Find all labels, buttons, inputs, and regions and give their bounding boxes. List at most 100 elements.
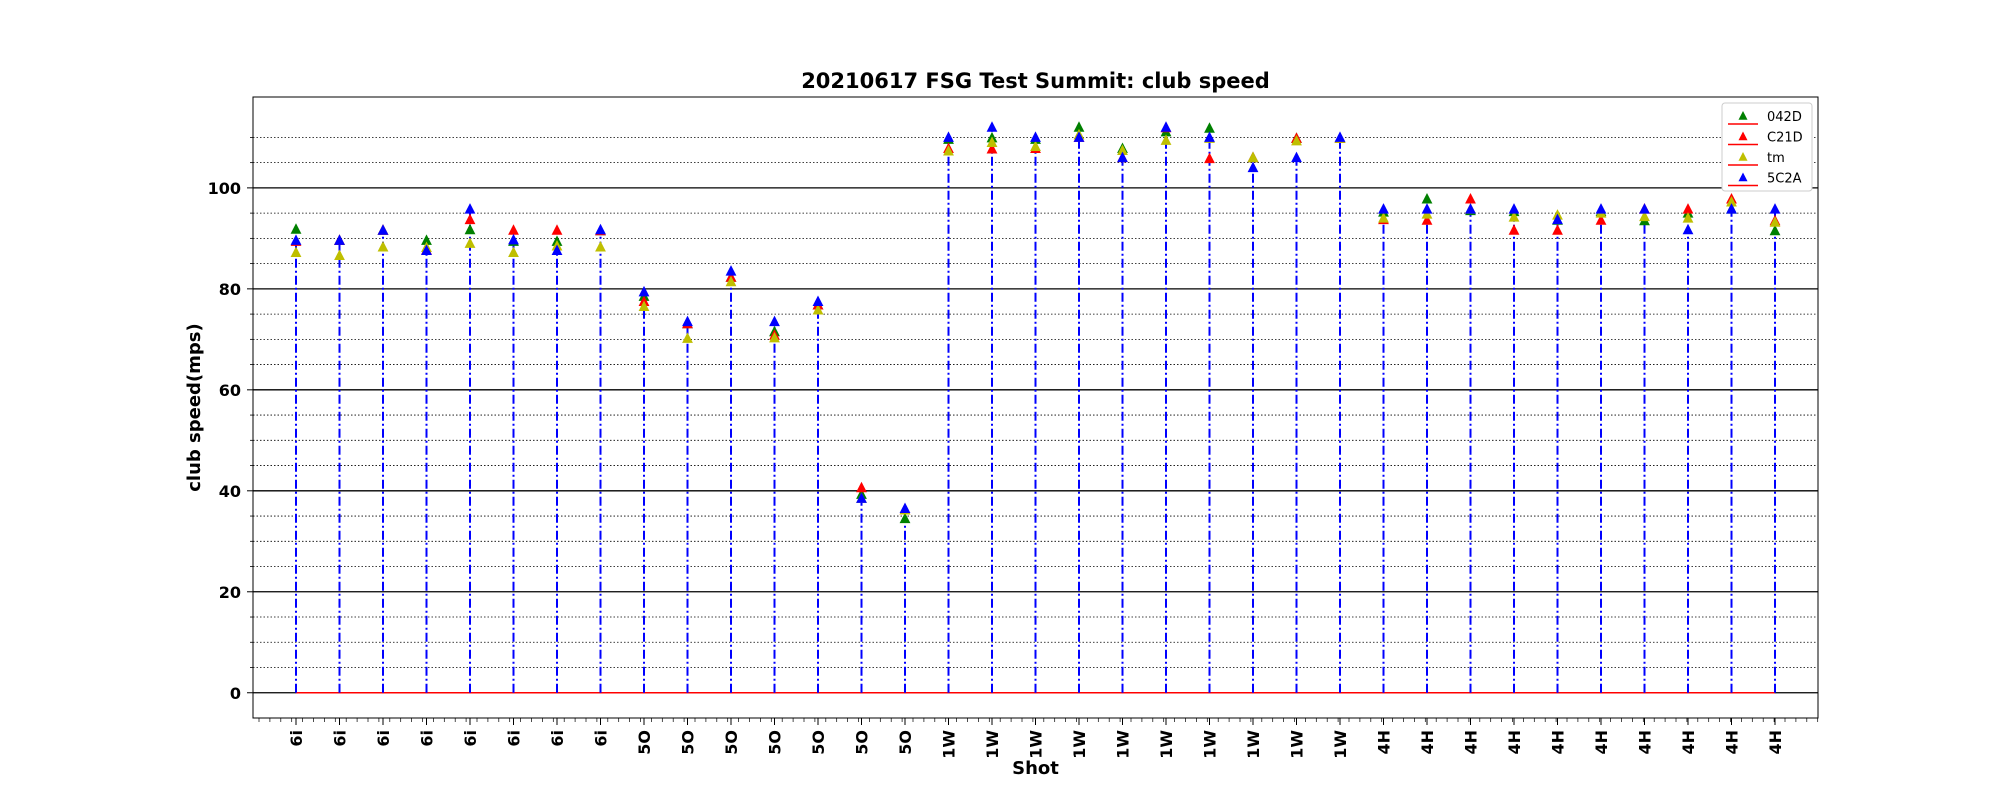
legend-label: 5C2A: [1767, 172, 1802, 187]
marker-tm: [1247, 151, 1259, 163]
marker-5c2a: [334, 234, 345, 245]
marker-5c2a: [1073, 131, 1085, 142]
y-tick-label: 60: [219, 381, 241, 400]
marker-5c2a: [551, 244, 563, 255]
marker-tm: [508, 246, 519, 258]
x-tick-label: 4H: [1418, 730, 1437, 755]
x-tick-label: 1W: [1331, 730, 1350, 759]
marker-042d: [1204, 122, 1215, 133]
marker-5c2a: [1204, 131, 1215, 142]
marker-tm: [334, 249, 345, 261]
marker-5c2a: [1334, 131, 1346, 142]
marker-5c2a: [464, 203, 476, 214]
x-tick-label: 1W: [1288, 730, 1307, 759]
x-tick-label: 4H: [1462, 730, 1481, 755]
x-tick-label: 4H: [1592, 730, 1611, 755]
marker-tm: [290, 246, 302, 258]
y-ticks: 0 20 40 60 80 100: [208, 136, 253, 703]
marker-tm: [377, 240, 389, 252]
marker-042d: [1073, 121, 1085, 132]
marker-c21d: [1508, 224, 1520, 235]
legend: 042D C21D tm 5C2A: [1721, 102, 1813, 192]
y-tick-label: 20: [219, 583, 241, 602]
marker-5c2a: [290, 234, 302, 245]
legend-marker: [1738, 111, 1748, 120]
marker-5c2a: [1117, 151, 1128, 163]
x-tick-label: 6i: [418, 730, 437, 747]
legend-marker: [1738, 172, 1748, 182]
x-tick-label: 1W: [1070, 730, 1089, 759]
marker-tm: [595, 240, 606, 252]
marker-tm: [1508, 211, 1520, 222]
marker-5c2a: [725, 265, 737, 276]
x-tick-label: 5O: [635, 730, 654, 755]
marker-tm: [769, 331, 780, 343]
marker-5c2a: [856, 492, 867, 503]
marker-5c2a: [812, 295, 824, 306]
marker-5c2a: [1552, 213, 1563, 225]
marker-tm: [1378, 212, 1389, 223]
markers: [290, 121, 1781, 524]
x-tick-label: 4H: [1505, 730, 1524, 755]
x-tick-label: 4H: [1636, 730, 1655, 755]
x-tick-label: 4H: [1766, 730, 1785, 755]
marker-5c2a: [1726, 203, 1737, 214]
marker-c21d: [1421, 214, 1433, 225]
marker-5c2a: [638, 285, 650, 297]
marker-c21d: [1204, 152, 1215, 164]
x-tick-label: 5O: [896, 730, 915, 755]
marker-c21d: [1595, 214, 1607, 225]
marker-5c2a: [1508, 203, 1520, 214]
x-tick-label: 1W: [1157, 730, 1176, 759]
x-tick-label: 6i: [505, 730, 524, 747]
marker-042d: [421, 234, 432, 245]
marker-5c2a: [1247, 161, 1259, 173]
marker-042d: [1769, 224, 1781, 236]
x-tick-label: 6i: [287, 730, 306, 747]
x-tick-label: 4H: [1549, 730, 1568, 755]
marker-5c2a: [508, 233, 519, 245]
stems: [295, 127, 1776, 693]
x-tick-label: 1W: [1244, 730, 1263, 759]
x-tick-label: 4H: [1679, 730, 1698, 755]
y-tick-label: 100: [208, 179, 241, 198]
x-tick-label: 6i: [331, 730, 350, 747]
marker-c21d: [464, 213, 476, 225]
marker-5c2a: [1682, 223, 1694, 235]
x-tick-label: 4H: [1375, 730, 1394, 755]
marker-tm: [1117, 144, 1128, 156]
x-tick-label: 1W: [983, 730, 1002, 759]
legend-label: 042D: [1767, 110, 1802, 125]
marker-5c2a: [1769, 203, 1781, 214]
marker-5c2a: [1421, 203, 1433, 214]
x-tick-label: 1W: [1201, 730, 1220, 759]
marker-5c2a: [943, 131, 954, 142]
marker-tm: [638, 300, 650, 312]
marker-5c2a: [421, 244, 432, 255]
y-axis-label: club speed(mps): [184, 323, 205, 492]
marker-042d: [899, 512, 911, 524]
x-tick-label: 6i: [461, 730, 480, 747]
marker-5c2a: [1291, 151, 1302, 163]
y-tick-label: 0: [230, 684, 241, 703]
marker-042d: [1421, 192, 1433, 204]
marker-5c2a: [1595, 203, 1607, 214]
legend-marker: [1738, 152, 1748, 161]
marker-tm: [464, 237, 476, 248]
marker-tm: [1769, 216, 1781, 227]
marker-c21d: [1552, 224, 1563, 235]
marker-c21d: [1465, 192, 1476, 204]
x-tick-label: 4H: [1723, 730, 1742, 755]
marker-5c2a: [1639, 203, 1650, 214]
marker-c21d: [508, 224, 519, 235]
legend-marker: [1738, 131, 1748, 141]
chart-title: 20210617 FSG Test Summit: club speed: [801, 69, 1270, 93]
marker-5c2a: [1160, 121, 1172, 132]
x-tick-label: 5O: [809, 730, 828, 755]
marker-tm: [943, 145, 954, 156]
marker-tm: [682, 332, 693, 343]
marker-tm: [1030, 140, 1041, 151]
legend-label: C21D: [1767, 131, 1803, 146]
marker-5c2a: [595, 223, 606, 235]
